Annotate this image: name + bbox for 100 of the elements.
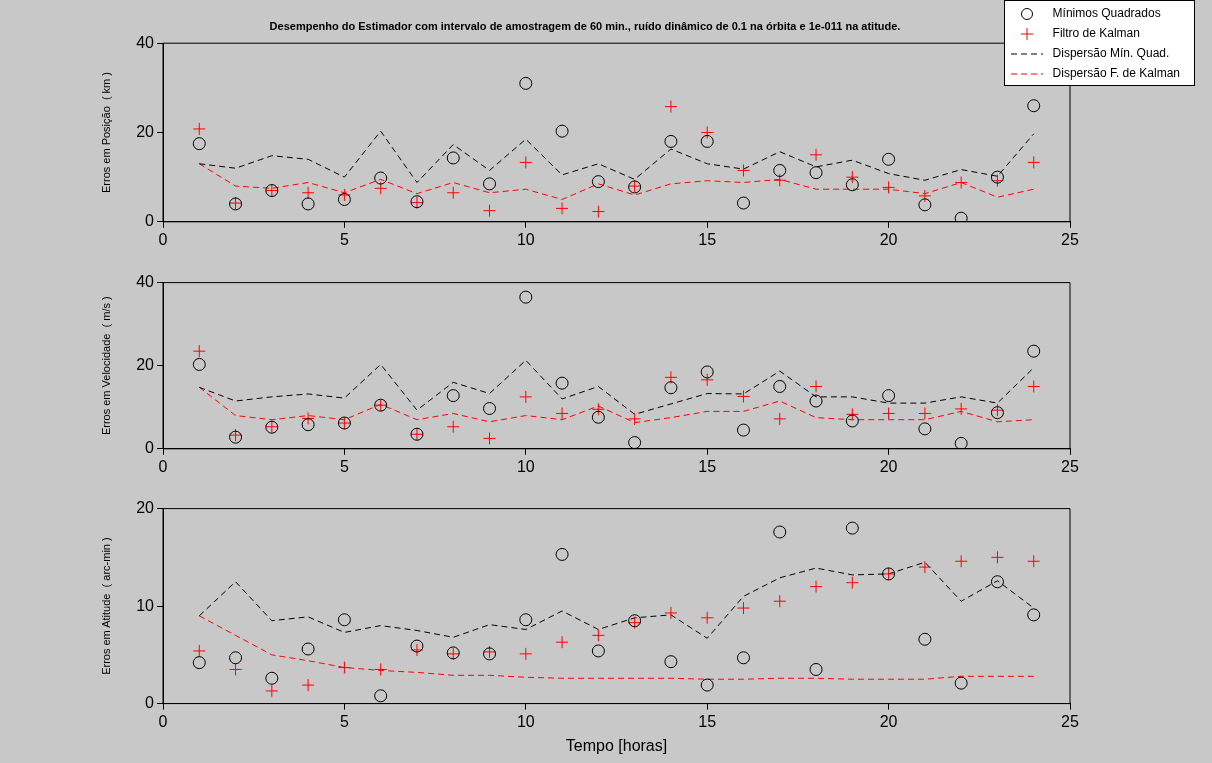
point xyxy=(918,560,932,574)
y-tick-label: 0 xyxy=(145,212,155,230)
point xyxy=(337,661,351,675)
point xyxy=(990,170,1004,184)
point xyxy=(773,525,787,539)
point xyxy=(265,684,279,698)
point xyxy=(845,414,859,428)
point xyxy=(483,204,497,218)
legend-label: Dispersão Mín. Quad. xyxy=(1052,46,1170,60)
point xyxy=(483,177,497,191)
point xyxy=(337,192,351,206)
point xyxy=(519,290,533,304)
point xyxy=(773,412,787,426)
point xyxy=(374,181,388,195)
point xyxy=(519,613,533,627)
legend-label: Filtro de Kalman xyxy=(1052,26,1140,40)
point xyxy=(882,180,896,194)
x-tick-label: 15 xyxy=(698,712,717,730)
point xyxy=(265,671,279,685)
x-tick-label: 10 xyxy=(516,712,535,730)
point xyxy=(954,436,968,449)
x-tick-label: 5 xyxy=(339,712,349,730)
point xyxy=(954,676,968,690)
point xyxy=(918,189,932,203)
point xyxy=(1027,608,1041,622)
point xyxy=(773,163,787,177)
y-tick-label: 10 xyxy=(136,596,155,614)
x-tick-label: 10 xyxy=(516,457,535,475)
x-tick-label: 25 xyxy=(1061,457,1079,475)
point xyxy=(664,606,678,620)
y-axis-title: Erros em Velocidade ( m/s ) xyxy=(99,296,112,436)
point xyxy=(664,381,678,395)
point xyxy=(773,173,787,187)
point xyxy=(736,389,750,403)
legend-label: Mínimos Quadrados xyxy=(1052,6,1161,20)
point xyxy=(555,635,569,649)
x-tick-label: 0 xyxy=(158,230,168,248)
point xyxy=(446,389,460,403)
point xyxy=(301,186,315,200)
y-tick-label: 0 xyxy=(145,439,155,457)
point xyxy=(700,373,714,387)
point xyxy=(700,365,714,379)
point xyxy=(664,100,678,114)
point xyxy=(882,152,896,166)
y-tick-label: 20 xyxy=(136,499,155,517)
point xyxy=(519,155,533,169)
legend-label: Dispersão F. de Kalman xyxy=(1052,66,1180,80)
point xyxy=(192,656,206,670)
point xyxy=(809,394,823,408)
point xyxy=(918,406,932,420)
x-tick-label: 0 xyxy=(158,457,168,475)
x-tick-label: 0 xyxy=(158,712,168,730)
point xyxy=(918,422,932,436)
point xyxy=(628,436,642,449)
y-tick-label: 0 xyxy=(145,694,155,712)
point xyxy=(483,431,497,445)
y-tick-label: 20 xyxy=(136,122,155,140)
point xyxy=(591,628,605,642)
x-axis-title: Tempo [horas] xyxy=(565,736,668,754)
point xyxy=(446,420,460,434)
point xyxy=(664,370,678,384)
point xyxy=(736,163,750,177)
point xyxy=(555,547,569,561)
point xyxy=(301,418,315,432)
point xyxy=(918,198,932,212)
point xyxy=(301,642,315,656)
y-axis-title: Erros em Posição ( km ) xyxy=(99,71,112,194)
point xyxy=(519,76,533,90)
point xyxy=(954,402,968,416)
point xyxy=(845,178,859,192)
y-tick-label: 20 xyxy=(136,356,155,374)
point xyxy=(446,186,460,200)
x-tick-label: 15 xyxy=(698,457,717,475)
point xyxy=(773,594,787,608)
point xyxy=(483,402,497,415)
point xyxy=(591,644,605,658)
point xyxy=(954,176,968,190)
point xyxy=(882,389,896,403)
point xyxy=(809,166,823,180)
point xyxy=(664,655,678,669)
point xyxy=(809,379,823,393)
point xyxy=(845,407,859,421)
x-tick-label: 20 xyxy=(879,712,898,730)
point xyxy=(1027,379,1041,393)
point xyxy=(192,344,206,358)
point xyxy=(374,662,388,676)
point xyxy=(192,357,206,371)
x-tick-label: 10 xyxy=(516,230,535,248)
point xyxy=(555,124,569,138)
point xyxy=(591,410,605,424)
point xyxy=(229,651,243,665)
point xyxy=(591,205,605,219)
point xyxy=(1027,344,1041,358)
point xyxy=(555,406,569,420)
point xyxy=(591,402,605,416)
point xyxy=(700,134,714,148)
point xyxy=(773,379,787,393)
chart-title: Desempenho do Estimador com intervalo de amostragem de 60 min., ruído dinâmico de 0.1 na órbita e 1e-011 na atitude. xyxy=(269,19,901,32)
point xyxy=(809,580,823,594)
point xyxy=(736,423,750,437)
